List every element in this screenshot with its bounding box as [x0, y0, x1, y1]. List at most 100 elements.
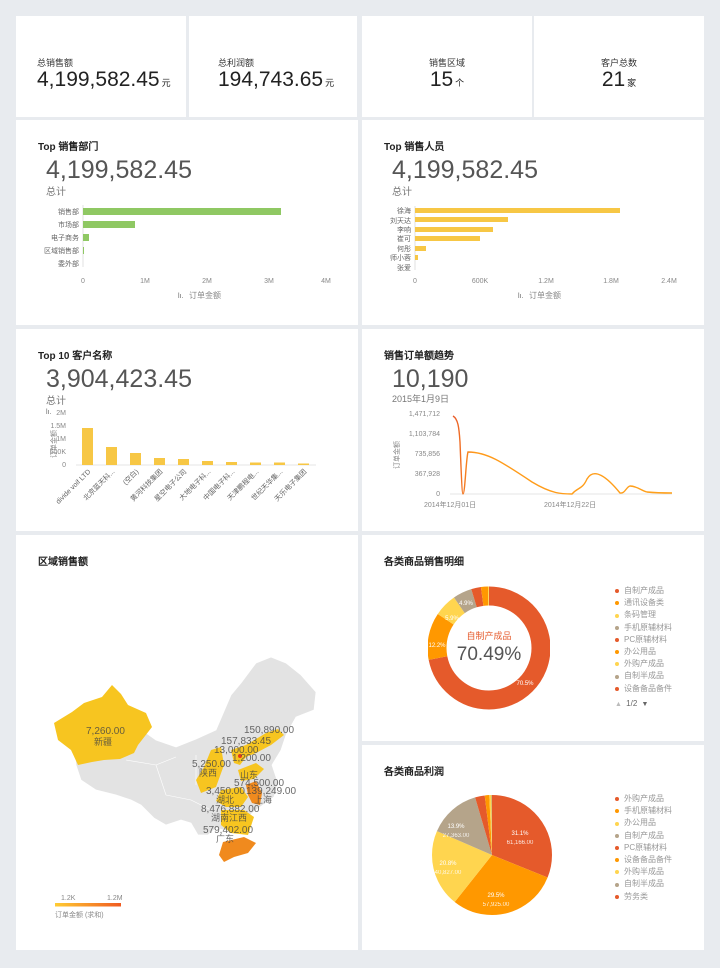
- svg-text:上海: 上海: [254, 794, 272, 805]
- legend-item[interactable]: 设备备品备件: [615, 854, 672, 866]
- svg-text:市场部: 市场部: [58, 220, 79, 229]
- svg-text:3,450.00: 3,450.00: [206, 786, 245, 797]
- bar[interactable]: [154, 458, 165, 465]
- page-down-icon[interactable]: ▼: [641, 700, 649, 708]
- svg-text:湖北: 湖北: [216, 795, 234, 805]
- legend-item[interactable]: PC原辅材料: [615, 634, 672, 646]
- trend-value: 10,190: [392, 365, 469, 393]
- svg-text:150,890.00: 150,890.00: [244, 725, 294, 736]
- legend-dot-icon: [615, 845, 619, 850]
- legend-item[interactable]: 外购产成品: [615, 793, 672, 805]
- bar[interactable]: [415, 246, 426, 251]
- svg-text:1M: 1M: [56, 436, 66, 443]
- kpi-value: 4,199,582.45 元: [37, 68, 171, 92]
- legend-item[interactable]: 手机原辅材料: [615, 805, 672, 817]
- legend-item[interactable]: 设备备品备件: [615, 683, 672, 695]
- legend-item[interactable]: PC原辅材料: [615, 842, 672, 854]
- legend-item[interactable]: 条码管理: [615, 609, 672, 621]
- legend-item[interactable]: 手机原辅材料: [615, 622, 672, 634]
- kpi-sales-regions: 销售区域 15 个: [362, 16, 532, 117]
- legend-item[interactable]: 自制产成品: [615, 585, 672, 597]
- bar[interactable]: [226, 462, 237, 465]
- legend-dot-icon: [615, 601, 619, 606]
- bar[interactable]: [178, 459, 189, 465]
- svg-text:订单金额: 订单金额: [49, 430, 58, 458]
- svg-text:2014年12月22日: 2014年12月22日: [544, 500, 596, 509]
- svg-text:2M: 2M: [202, 278, 212, 285]
- page-up-icon[interactable]: ▲: [615, 700, 622, 708]
- svg-text:广东: 广东: [216, 833, 234, 844]
- svg-text:新疆: 新疆: [94, 736, 112, 747]
- svg-text:1.2K: 1.2K: [61, 895, 76, 902]
- bar[interactable]: [83, 247, 84, 254]
- legend-item[interactable]: 自制半成品: [615, 878, 672, 890]
- legend-item[interactable]: 外购产成品: [615, 658, 672, 670]
- legend-item[interactable]: 自制产成品: [615, 830, 672, 842]
- kpi-label: 总利润额: [218, 58, 255, 68]
- bar[interactable]: [298, 463, 309, 466]
- svg-text:刘天达: 刘天达: [390, 216, 411, 225]
- svg-text:1,471,712: 1,471,712: [409, 411, 440, 418]
- kpi-total-customers: 客户总数 21 家: [534, 16, 704, 117]
- svg-text:12.2%: 12.2%: [428, 643, 446, 649]
- legend-dot-icon: [615, 589, 619, 594]
- bar[interactable]: [83, 208, 281, 215]
- legend-dot-icon: [615, 870, 619, 875]
- svg-text:579,402.00: 579,402.00: [203, 825, 253, 836]
- region-shandong: [238, 763, 264, 781]
- bar[interactable]: [415, 208, 620, 213]
- kpi-label: 客户总数: [600, 58, 637, 68]
- legend-item[interactable]: 外购半成品: [615, 866, 672, 878]
- bar[interactable]: [106, 447, 117, 465]
- legend-dot-icon: [615, 858, 619, 863]
- bar[interactable]: [83, 234, 89, 241]
- dept-bar-chart: 销售部 市场部 电子商务 区域销售部 委外部 0 1M 2M 3M 4M lı.: [44, 205, 331, 300]
- card-title: Top 销售部门: [38, 142, 99, 153]
- kpi-number: 21: [601, 68, 626, 91]
- svg-text:27,363.00: 27,363.00: [443, 833, 470, 839]
- kpi-number: 15: [429, 68, 454, 91]
- svg-text:2M: 2M: [56, 410, 66, 417]
- region-map-card: 区域销售额 7,260.00 新疆 150,890.00 157,833.45 …: [16, 535, 358, 950]
- bar[interactable]: [130, 453, 141, 465]
- donut-chart[interactable]: 70.5% 12.2% 5.9% 4.9% 自制产成品 70.49%: [428, 585, 550, 711]
- kpi-number: 4,199,582.45: [37, 68, 160, 91]
- bar[interactable]: [415, 255, 418, 260]
- bar[interactable]: [415, 236, 480, 241]
- svg-text:李响: 李响: [397, 225, 411, 234]
- legend-dot-icon: [615, 686, 619, 691]
- svg-text:何彤: 何彤: [397, 244, 411, 253]
- legend-dot-icon: [615, 674, 619, 679]
- category-sales-card: 各类商品销售明细 70.5% 12.2% 5.9% 4.9% 自制产成品 70.…: [362, 535, 704, 741]
- legend-dot-icon: [615, 613, 619, 618]
- legend-dot-icon: [615, 809, 619, 814]
- bar[interactable]: [250, 462, 261, 466]
- bar[interactable]: [83, 221, 135, 228]
- profit-legend: 外购产成品 手机原辅材料 办公用品 自制产成品 PC原辅材料 设备备品备件 外购…: [615, 793, 672, 903]
- top-dept-card: Top 销售部门 4,199,582.45 总计 销售部 市场部 电子商务 区域…: [16, 120, 358, 325]
- legend-item[interactable]: 办公用品: [615, 817, 672, 829]
- svg-text:1,200.00: 1,200.00: [232, 753, 271, 764]
- svg-text:湖南江西: 湖南江西: [211, 812, 247, 823]
- svg-text:师小蓉: 师小蓉: [390, 253, 411, 262]
- bar[interactable]: [415, 227, 493, 232]
- legend-dot-icon: [615, 650, 619, 655]
- bar[interactable]: [202, 461, 213, 465]
- legend-item[interactable]: 自制半成品: [615, 670, 672, 682]
- svg-text:自制产成品: 自制产成品: [466, 630, 511, 641]
- svg-text:2.4M: 2.4M: [661, 278, 677, 285]
- legend-item[interactable]: 办公用品: [615, 646, 672, 658]
- svg-text:13,000.00: 13,000.00: [214, 745, 259, 756]
- legend-item[interactable]: 劳务类: [615, 891, 672, 903]
- profit-pie-chart[interactable]: 31.1% 61,166.00 29.5% 57,925.00 20.8% 40…: [430, 793, 554, 917]
- legend-item[interactable]: 通讯设备类: [615, 597, 672, 609]
- china-map[interactable]: 7,260.00 新疆 150,890.00 157,833.45 13,000…: [16, 535, 358, 950]
- svg-text:4M: 4M: [321, 278, 331, 285]
- bar[interactable]: [82, 428, 93, 465]
- bar[interactable]: [274, 462, 285, 466]
- bar[interactable]: [415, 217, 508, 222]
- x-axis-label: 订单金额: [529, 291, 561, 300]
- card-title: 销售订单额趋势: [384, 351, 454, 362]
- svg-text:0: 0: [62, 462, 66, 469]
- legend-dot-icon: [615, 797, 619, 802]
